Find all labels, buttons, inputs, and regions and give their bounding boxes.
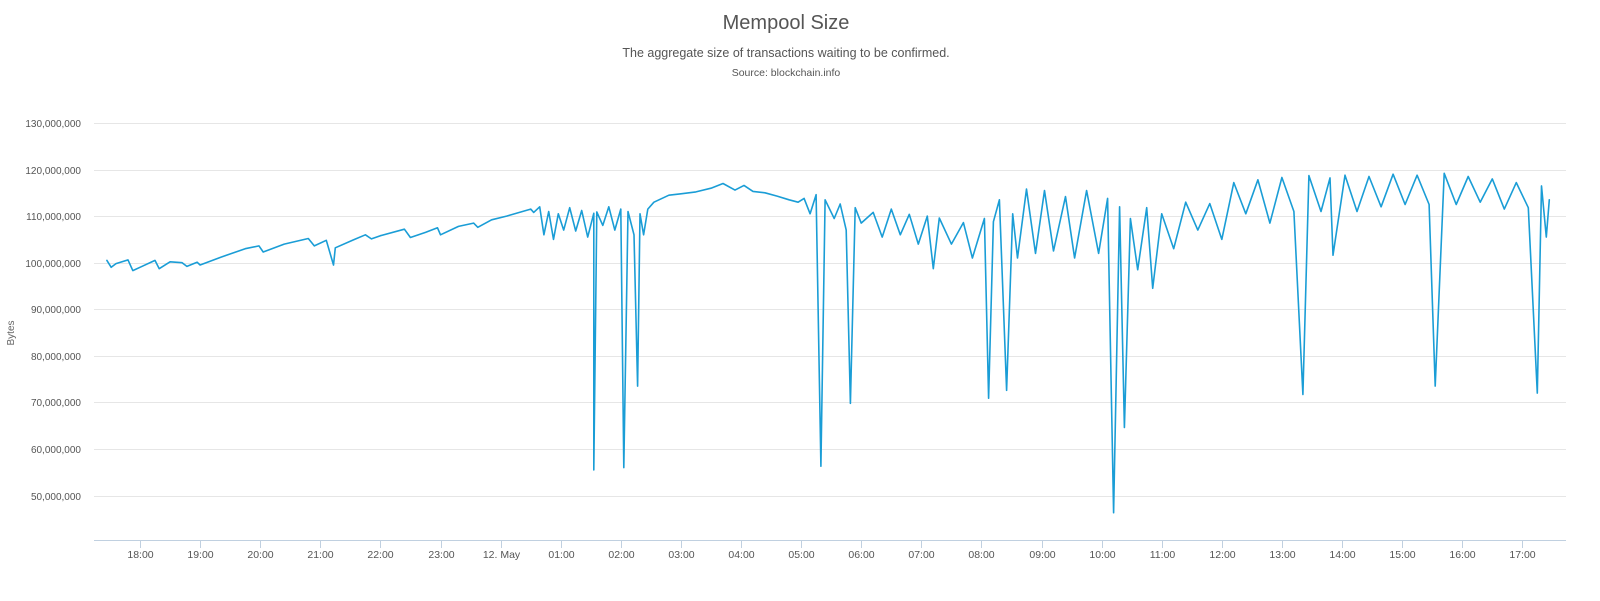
x-tick-label: 19:00 <box>187 549 213 561</box>
y-tick-label: 130,000,000 <box>25 119 81 130</box>
chart-title: Mempool Size <box>722 12 850 34</box>
x-tick-label: 17:00 <box>1509 549 1535 561</box>
x-tick-label: 02:00 <box>608 549 634 561</box>
x-tick-label: 11:00 <box>1150 549 1176 561</box>
y-tick-label: 90,000,000 <box>31 305 81 316</box>
series-line-mempool-size[interactable] <box>106 172 1551 514</box>
chart-source: Source: blockchain.info <box>731 67 841 79</box>
y-tick-label: 70,000,000 <box>31 398 81 409</box>
x-tick-label: 03:00 <box>668 549 694 561</box>
x-tick-label: 12. May <box>483 549 521 561</box>
y-tick-label: 110,000,000 <box>26 212 81 223</box>
x-axis: 18:00 19:00 20:00 21:00 22:00 23:00 12. May 01:… <box>94 540 1566 561</box>
x-tick-label: 09:00 <box>1029 549 1055 561</box>
x-tick-label: 10:00 <box>1089 549 1115 561</box>
x-tick-label: 13:00 <box>1269 549 1295 561</box>
y-tick-label: 50,000,000 <box>31 492 81 503</box>
x-tick-label: 18:00 <box>127 549 153 561</box>
x-tick-label: 06:00 <box>848 549 874 561</box>
x-tick-label: 22:00 <box>367 549 393 561</box>
plot-area <box>106 172 1551 514</box>
x-tick-label: 21:00 <box>307 549 333 561</box>
x-tick-label: 14:00 <box>1329 549 1355 561</box>
x-tick-label: 04:00 <box>728 549 754 561</box>
x-tick-label: 16:00 <box>1449 549 1475 561</box>
chart-subtitle: The aggregate size of transactions waiti… <box>622 46 950 60</box>
x-tick-label: 07:00 <box>908 549 934 561</box>
x-tick-label: 05:00 <box>788 549 814 561</box>
x-tick-label: 15:00 <box>1389 549 1415 561</box>
y-tick-label: 80,000,000 <box>31 352 81 363</box>
x-tick-label: 12:00 <box>1209 549 1235 561</box>
y-axis-title: Bytes <box>6 320 17 345</box>
x-tick-label: 08:00 <box>968 549 994 561</box>
y-axis: 130,000,000 120,000,000 110,000,000 100,000… <box>25 119 81 503</box>
x-tick-label: 23:00 <box>428 549 454 561</box>
y-tick-label: 120,000,000 <box>25 166 81 177</box>
y-tick-label: 60,000,000 <box>31 445 81 456</box>
y-tick-label: 100,000,000 <box>25 259 81 270</box>
x-tick-label: 01:00 <box>548 549 574 561</box>
x-tick-label: 20:00 <box>247 549 273 561</box>
grid-lines <box>94 123 1566 497</box>
